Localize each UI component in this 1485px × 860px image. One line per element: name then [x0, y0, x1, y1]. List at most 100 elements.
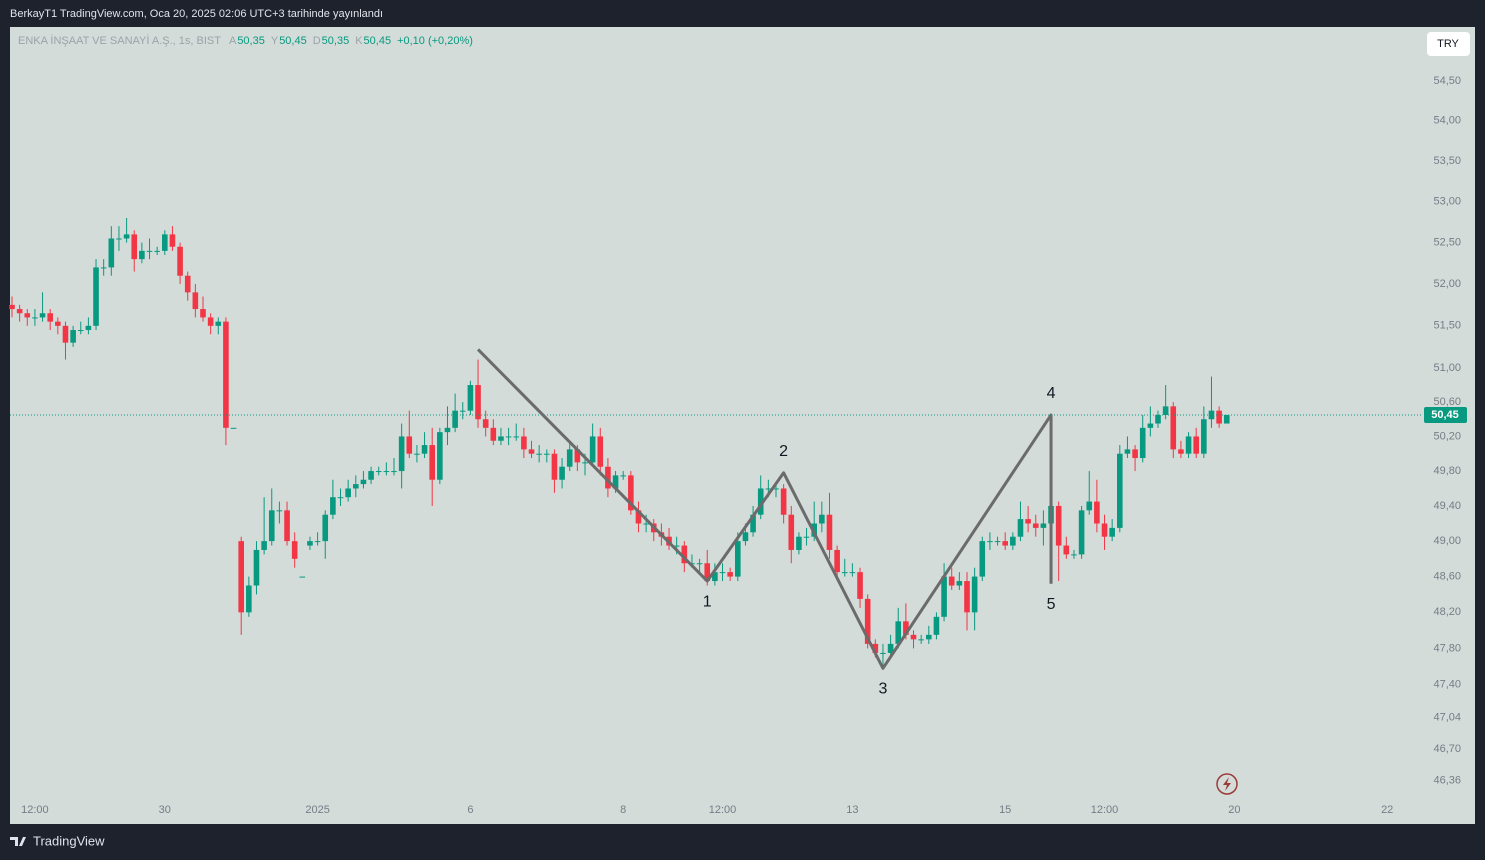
brand-logo — [10, 837, 26, 846]
x-tick-label: 12:00 — [1091, 804, 1119, 816]
legend-value: 50,35 — [322, 35, 350, 47]
y-tick-label: 47,80 — [1433, 642, 1461, 654]
candle-body — [261, 541, 267, 550]
candle-body — [566, 449, 573, 467]
candle-body — [521, 436, 527, 450]
candle-body — [895, 621, 902, 644]
candle-body — [849, 572, 856, 574]
candle-body — [841, 572, 848, 574]
candle-body — [551, 453, 558, 480]
candle-body — [1101, 523, 1108, 537]
candle-body — [1185, 436, 1192, 454]
candle-body — [1010, 536, 1016, 546]
candle-body — [1017, 519, 1024, 537]
candle-body — [268, 510, 275, 542]
candle-body — [307, 541, 313, 546]
candle-body — [421, 445, 428, 454]
y-tick-label: 49,00 — [1433, 535, 1461, 547]
candle-body — [1094, 501, 1100, 524]
pattern-line — [476, 348, 1053, 670]
candle-body — [696, 563, 703, 565]
candle-body — [108, 238, 115, 268]
x-tick-label: 6 — [467, 804, 473, 816]
candle-body — [1223, 414, 1230, 424]
y-tick-label: 52,00 — [1433, 278, 1461, 290]
legend-key: A — [229, 35, 237, 47]
y-tick-label: 48,60 — [1433, 570, 1461, 582]
x-tick-label: 8 — [620, 804, 626, 816]
y-tick-label: 50,60 — [1433, 396, 1461, 408]
candle-body — [1055, 505, 1062, 546]
x-tick-label: 30 — [159, 804, 171, 816]
candle-body — [146, 250, 153, 252]
y-tick-label: 46,36 — [1433, 775, 1461, 787]
y-tick-label: 53,00 — [1433, 196, 1461, 208]
x-tick-label: 12:00 — [21, 804, 49, 816]
candle-body — [200, 309, 206, 318]
candle-body — [971, 576, 978, 613]
candle-body — [544, 453, 550, 455]
candle-body — [796, 536, 802, 550]
candle-body — [903, 621, 909, 635]
candle-body — [459, 410, 466, 412]
candle-body — [620, 475, 626, 477]
candle-body — [162, 234, 168, 251]
candle-body — [1040, 523, 1047, 528]
candle-body — [681, 545, 688, 564]
publish-info: BerkayT1 TradingView.com, Oca 20, 2025 0… — [10, 8, 383, 20]
candle-body — [857, 572, 863, 599]
candle-body — [360, 479, 367, 485]
candle-body — [987, 541, 993, 543]
candle-body — [742, 532, 749, 542]
x-tick-label: 13 — [846, 804, 858, 816]
y-tick-label: 49,80 — [1433, 465, 1461, 477]
candle-body — [1162, 406, 1169, 415]
candle-body — [47, 313, 53, 322]
legend-key: Y — [271, 35, 279, 47]
candle-body — [719, 572, 726, 574]
currency-button[interactable] — [1427, 32, 1470, 56]
candle-body — [803, 536, 810, 538]
candle-body — [612, 475, 619, 489]
last-price-label: 50,45 — [1431, 409, 1459, 421]
y-tick-label: 47,04 — [1433, 712, 1461, 724]
pattern-label: 5 — [1047, 596, 1056, 613]
candle-body — [757, 488, 764, 515]
candle-body — [322, 514, 329, 542]
candle-body — [589, 436, 596, 463]
pattern-label: 1 — [703, 593, 712, 610]
candle-body — [1032, 523, 1039, 528]
legend-key: K — [355, 35, 363, 47]
x-tick-label: 2025 — [305, 804, 329, 816]
candle-body — [1109, 527, 1115, 537]
candle-body — [9, 304, 15, 310]
candle-body — [1086, 501, 1093, 511]
candle-body — [941, 576, 947, 617]
y-tick-label: 48,20 — [1433, 606, 1461, 618]
candle-body — [406, 436, 413, 454]
candle-body — [1216, 410, 1222, 424]
y-tick-label: 53,50 — [1433, 155, 1461, 167]
candle-body — [139, 250, 145, 260]
candle-body — [536, 453, 542, 455]
candle-body — [918, 639, 924, 641]
candle-body — [597, 436, 604, 467]
candle-body — [1117, 453, 1123, 528]
y-tick-label: 49,40 — [1433, 500, 1461, 512]
currency-label[interactable]: TRY — [1437, 38, 1459, 50]
candle-body — [1208, 410, 1215, 420]
candle-body — [513, 436, 520, 438]
candle-body — [750, 514, 756, 533]
candle-body — [452, 410, 458, 428]
y-tick-label: 46,70 — [1433, 743, 1461, 755]
last-price-box — [1424, 406, 1467, 423]
candle-body — [559, 466, 565, 480]
candle-body — [337, 497, 344, 499]
candle-body — [933, 616, 940, 635]
candle-body — [391, 471, 397, 473]
y-tick-label: 50,20 — [1433, 430, 1461, 442]
candle-body — [291, 541, 298, 559]
candle-body — [1002, 541, 1008, 546]
